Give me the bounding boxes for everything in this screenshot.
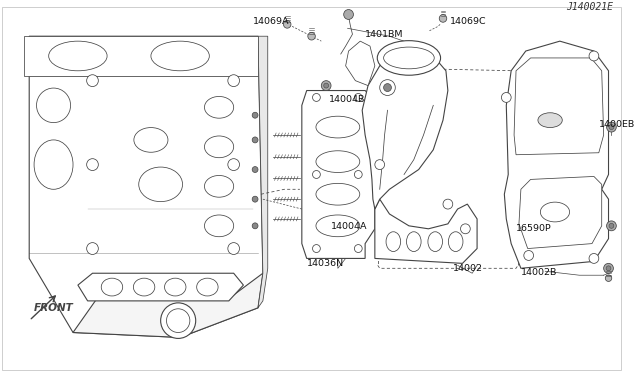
Text: FRONT: FRONT bbox=[34, 303, 74, 313]
Polygon shape bbox=[73, 273, 263, 337]
Ellipse shape bbox=[386, 232, 401, 251]
Circle shape bbox=[86, 243, 99, 254]
Circle shape bbox=[443, 199, 452, 209]
Ellipse shape bbox=[196, 278, 218, 296]
Text: 1400EB: 1400EB bbox=[599, 120, 635, 129]
Ellipse shape bbox=[139, 167, 182, 202]
Circle shape bbox=[312, 170, 321, 179]
Circle shape bbox=[284, 20, 291, 28]
Circle shape bbox=[252, 223, 258, 229]
Circle shape bbox=[607, 122, 616, 132]
Text: 14002: 14002 bbox=[452, 264, 483, 273]
Ellipse shape bbox=[36, 88, 70, 123]
Circle shape bbox=[375, 160, 385, 170]
Text: 14069A: 14069A bbox=[253, 17, 290, 26]
Circle shape bbox=[501, 93, 511, 102]
Ellipse shape bbox=[378, 41, 440, 75]
Ellipse shape bbox=[34, 140, 73, 189]
Polygon shape bbox=[29, 36, 263, 337]
Text: 14036N: 14036N bbox=[307, 259, 344, 268]
Circle shape bbox=[308, 32, 316, 40]
Text: 14002B: 14002B bbox=[521, 268, 557, 277]
Circle shape bbox=[252, 167, 258, 173]
Ellipse shape bbox=[204, 215, 234, 237]
Circle shape bbox=[228, 243, 239, 254]
Circle shape bbox=[604, 263, 613, 273]
Ellipse shape bbox=[449, 232, 463, 251]
Circle shape bbox=[86, 159, 99, 170]
Text: 16590P: 16590P bbox=[516, 224, 552, 233]
Polygon shape bbox=[78, 273, 243, 301]
Ellipse shape bbox=[316, 116, 360, 138]
Ellipse shape bbox=[316, 151, 360, 173]
Ellipse shape bbox=[540, 202, 570, 222]
Text: 14069C: 14069C bbox=[450, 17, 486, 26]
Ellipse shape bbox=[164, 278, 186, 296]
Circle shape bbox=[589, 51, 599, 61]
Circle shape bbox=[252, 112, 258, 118]
Circle shape bbox=[383, 84, 392, 92]
Ellipse shape bbox=[134, 128, 168, 152]
Circle shape bbox=[312, 93, 321, 102]
Ellipse shape bbox=[151, 41, 209, 71]
Ellipse shape bbox=[316, 215, 360, 237]
Circle shape bbox=[605, 275, 612, 282]
Ellipse shape bbox=[538, 113, 563, 128]
Circle shape bbox=[355, 245, 362, 253]
Ellipse shape bbox=[204, 96, 234, 118]
Text: 14004B: 14004B bbox=[329, 96, 365, 105]
Ellipse shape bbox=[204, 136, 234, 158]
Circle shape bbox=[344, 10, 353, 19]
Ellipse shape bbox=[49, 41, 107, 71]
Circle shape bbox=[609, 223, 614, 228]
Polygon shape bbox=[375, 199, 477, 263]
Polygon shape bbox=[362, 46, 448, 209]
Circle shape bbox=[252, 137, 258, 143]
Circle shape bbox=[228, 159, 239, 170]
Circle shape bbox=[355, 93, 362, 102]
Text: 1401BM: 1401BM bbox=[365, 30, 404, 39]
Circle shape bbox=[321, 81, 331, 90]
Polygon shape bbox=[514, 58, 604, 155]
Circle shape bbox=[589, 253, 599, 263]
Ellipse shape bbox=[101, 278, 123, 296]
Polygon shape bbox=[346, 41, 375, 86]
Circle shape bbox=[439, 15, 447, 22]
Circle shape bbox=[166, 309, 190, 333]
Ellipse shape bbox=[428, 232, 442, 251]
Circle shape bbox=[355, 170, 362, 179]
Circle shape bbox=[524, 250, 534, 260]
Ellipse shape bbox=[383, 47, 435, 69]
Polygon shape bbox=[519, 176, 602, 248]
Polygon shape bbox=[504, 41, 609, 268]
Ellipse shape bbox=[406, 232, 421, 251]
Text: 14004A: 14004A bbox=[331, 222, 367, 231]
Circle shape bbox=[86, 75, 99, 87]
Circle shape bbox=[380, 80, 396, 96]
Circle shape bbox=[228, 75, 239, 87]
Circle shape bbox=[161, 303, 196, 339]
Circle shape bbox=[312, 245, 321, 253]
Circle shape bbox=[607, 221, 616, 231]
Circle shape bbox=[609, 125, 614, 129]
Circle shape bbox=[461, 224, 470, 234]
Ellipse shape bbox=[204, 176, 234, 197]
Text: J140021E: J140021E bbox=[566, 1, 613, 12]
Circle shape bbox=[252, 196, 258, 202]
Polygon shape bbox=[24, 36, 258, 76]
Ellipse shape bbox=[316, 183, 360, 205]
Polygon shape bbox=[302, 90, 375, 259]
Circle shape bbox=[324, 83, 328, 88]
Circle shape bbox=[606, 266, 611, 271]
Ellipse shape bbox=[133, 278, 155, 296]
Polygon shape bbox=[258, 36, 268, 308]
